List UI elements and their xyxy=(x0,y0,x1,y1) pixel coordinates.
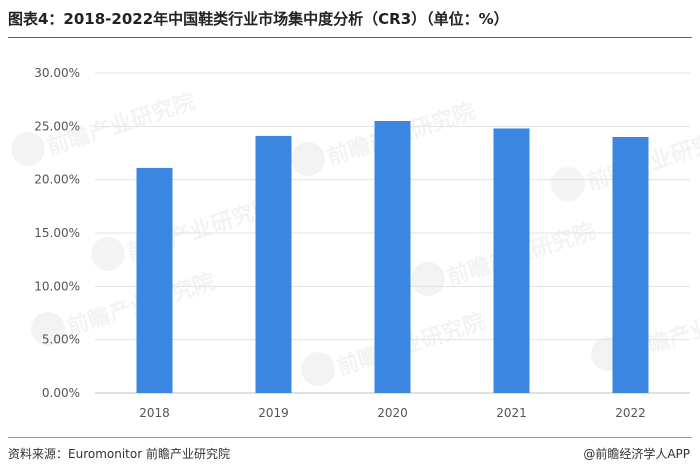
x-tick-label: 2018 xyxy=(139,406,170,420)
bar-chart: 前瞻产业研究院前瞻产业研究院前瞻产业研究院前瞻产业研究院前瞻产业研究院前瞻产业研… xyxy=(11,66,700,420)
y-tick-label: 5.00% xyxy=(42,333,80,347)
bar-2018 xyxy=(136,167,173,393)
y-tick-label: 30.00% xyxy=(34,66,80,80)
bar-2022 xyxy=(612,137,649,393)
watermark-layer: 前瞻产业研究院前瞻产业研究院前瞻产业研究院前瞻产业研究院前瞻产业研究院前瞻产业研… xyxy=(11,88,700,386)
bar-2020 xyxy=(374,121,411,393)
chart-title: 图表4：2018-2022年中国鞋类行业市场集中度分析（CR3）（单位：%） xyxy=(8,10,509,28)
x-tick-label: 2022 xyxy=(615,406,646,420)
x-tick-label: 2019 xyxy=(258,406,289,420)
watermark: 前瞻产业研究院 xyxy=(91,193,278,271)
brand-credit: @前瞻经济学人APP xyxy=(583,447,690,461)
y-tick-label: 10.00% xyxy=(34,279,80,293)
y-tick-label: 25.00% xyxy=(34,119,80,133)
y-tick-label: 15.00% xyxy=(34,226,80,240)
y-tick-label: 20.00% xyxy=(34,173,80,187)
bar-2019 xyxy=(255,135,292,393)
y-axis-ticks: 0.00% 5.00% 10.00% 15.00% 20.00% 25.00% 30.00% xyxy=(34,66,80,400)
footer-divider xyxy=(8,437,692,438)
x-axis-ticks: 2018 2019 2020 2021 2022 xyxy=(139,406,646,420)
svg-text:前瞻产业研究院: 前瞻产业研究院 xyxy=(334,308,489,380)
source-note: 资料来源：Euromonitor 前瞻产业研究院 xyxy=(8,447,230,461)
title-divider xyxy=(8,37,692,38)
bar-2021 xyxy=(493,128,530,393)
x-tick-label: 2021 xyxy=(496,406,527,420)
x-tick-label: 2020 xyxy=(377,406,408,420)
bars xyxy=(136,121,649,393)
y-tick-label: 0.00% xyxy=(42,386,80,400)
